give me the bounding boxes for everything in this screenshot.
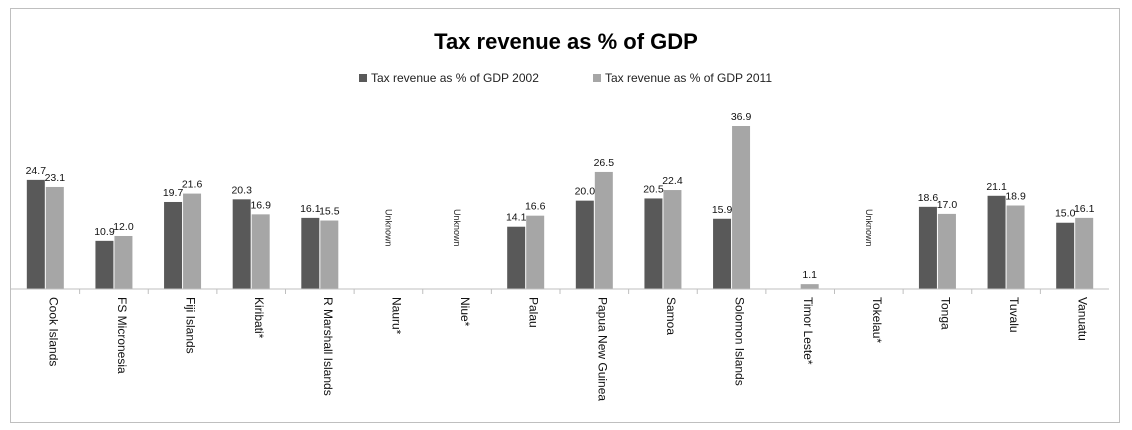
category-label: Timor Leste* [801,297,815,365]
bar-2011 [663,190,682,289]
bar-2011 [594,171,613,289]
data-label-2002: 21.1 [986,181,1007,193]
data-label-2011: 17.0 [937,199,958,211]
bar-2011 [251,214,270,289]
category-labels: Cook Islands FS Micronesia Fiji Islands Kir… [46,297,1089,401]
bar-2002 [95,240,114,289]
data-label-2011: 12.0 [113,221,134,233]
bar-2002 [1056,222,1075,289]
bar-2011 [1006,205,1025,289]
bar-2002 [164,201,183,289]
data-label-2002: 15.9 [712,204,733,216]
data-labels: 24.723.110.912.019.721.6 20.316.9 16.115.5… [26,111,1095,281]
category-label: Cook Islands [46,297,60,366]
data-label-2002: 14.1 [506,212,527,224]
category-label: Tonga [938,297,952,330]
category-label: Nauru* [389,297,403,335]
bar-2011 [1075,217,1094,289]
chart-area: Tax revenue as % of GDP Tax revenue as %… [10,8,1120,423]
unknown-label: Unknown [452,209,462,247]
category-label: Niue* [458,297,472,327]
unknown-label: Unknown [383,209,393,247]
bar-2011 [45,186,64,289]
data-label-2002: 18.6 [918,192,939,204]
bar-2002 [713,218,732,289]
legend: Tax revenue as % of GDP 2002 Tax revenue… [359,71,772,85]
category-label: Tuvalu [1007,297,1021,333]
bar-chart: Tax revenue as % of GDP Tax revenue as %… [11,29,1109,401]
data-label-2011: 16.1 [1074,203,1095,215]
bar-2011 [732,126,751,289]
legend-swatch-2002 [359,74,367,82]
data-label-2011: 18.9 [1005,191,1026,203]
legend-label-2002: Tax revenue as % of GDP 2002 [371,71,539,85]
data-label-2011: 21.6 [182,179,203,191]
category-label: Vanuatu [1076,297,1090,341]
category-label: Palau [527,297,541,328]
bar-2011 [526,215,545,289]
category-label: Papua New Guinea [595,297,609,401]
data-label-2011: 26.5 [594,157,615,169]
category-label: Samoa [664,297,678,335]
legend-label-2011: Tax revenue as % of GDP 2011 [605,71,772,85]
legend-swatch-2011 [593,74,601,82]
data-label-2002: 24.7 [26,165,47,177]
data-label-2002: 20.0 [575,186,596,198]
data-label-2011: 22.4 [662,175,683,187]
data-label-2002: 16.1 [300,203,321,215]
bar-2011 [183,193,202,289]
category-label: Tokelau* [870,297,884,343]
bar-2011 [937,213,956,289]
bar-2002 [26,179,45,289]
x-axis-ticks [79,289,1041,294]
data-label-2002: 15.0 [1055,208,1076,220]
bar-2002 [918,206,937,289]
unknown-annotations: Unknown Unknown Unknown [383,209,873,247]
data-label-2011: 36.9 [731,111,752,123]
data-label-2002: 20.5 [643,183,664,195]
data-label-2011: 16.6 [525,201,546,213]
bar-2002 [644,198,663,289]
data-label-2002: 10.9 [94,226,115,238]
category-label: Kiribati* [252,297,266,339]
bar-2002 [575,200,594,289]
bar-2011 [320,220,339,289]
data-label-2011: 1.1 [802,269,817,281]
category-label: Solomon Islands [733,297,747,386]
data-label-2011: 16.9 [250,199,271,211]
category-label: R Marshall Islands [321,297,335,396]
bar-2002 [232,199,251,289]
data-label-2002: 20.3 [231,184,252,196]
bar-2002 [507,226,526,289]
chart-title: Tax revenue as % of GDP [434,29,698,54]
data-label-2011: 23.1 [45,172,66,184]
bar-2002 [987,195,1006,289]
bar-2011 [114,235,133,289]
data-label-2011: 15.5 [319,206,340,218]
bar-2011 [800,284,819,289]
data-label-2002: 19.7 [163,187,184,199]
category-label: FS Micronesia [115,297,129,374]
bars [26,126,1094,289]
category-label: Fiji Islands [184,297,198,354]
unknown-label: Unknown [864,209,874,247]
bar-2002 [301,217,320,289]
